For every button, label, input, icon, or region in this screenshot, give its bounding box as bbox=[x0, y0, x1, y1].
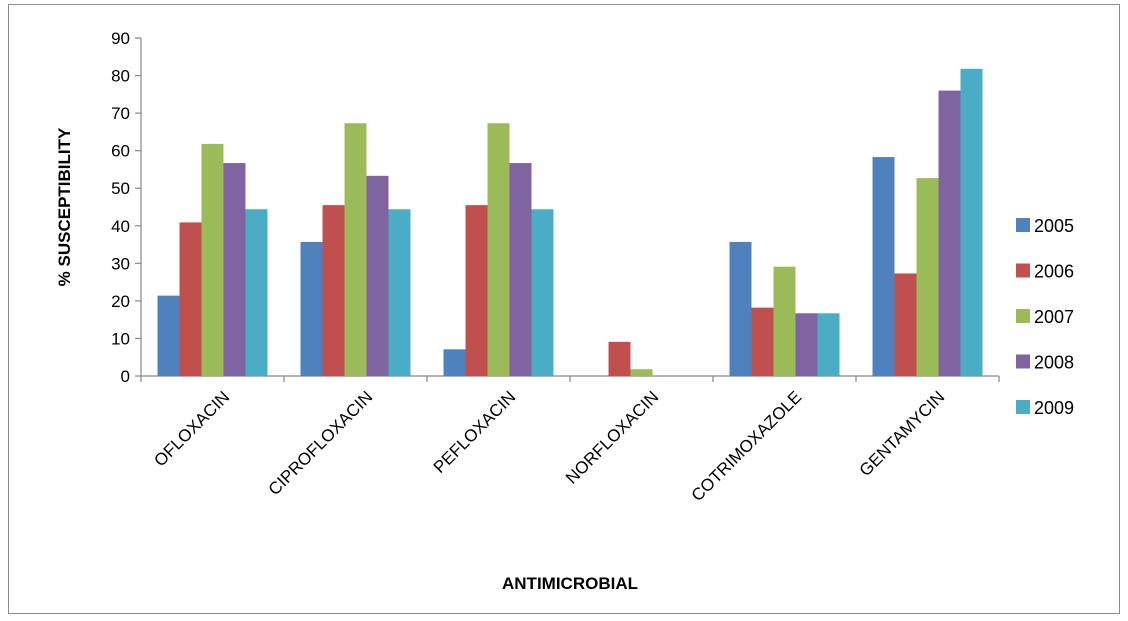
bar-2005-pefloxacin bbox=[443, 349, 466, 376]
bar-2008-pefloxacin bbox=[509, 163, 532, 376]
bar-2006-pefloxacin bbox=[465, 205, 488, 376]
bar-2009-ciprofloxacin bbox=[388, 209, 411, 376]
bar-2008-ciprofloxacin bbox=[366, 175, 389, 376]
bar-2006-ofloxacin bbox=[179, 222, 202, 376]
y-tick-label: 20 bbox=[111, 292, 130, 311]
bar-2005-ciprofloxacin bbox=[300, 241, 323, 376]
bar-2009-pefloxacin bbox=[531, 209, 554, 376]
bar-2005-gentamycin bbox=[872, 157, 895, 376]
bar-2007-ofloxacin bbox=[201, 143, 224, 376]
legend-swatch-2009 bbox=[1016, 400, 1030, 414]
x-axis-title: ANTIMICROBIAL bbox=[502, 574, 638, 593]
y-tick-label: 30 bbox=[111, 254, 130, 273]
y-tick-label: 80 bbox=[111, 67, 130, 86]
legend-swatch-2007 bbox=[1016, 309, 1030, 323]
legend-label-2006: 2006 bbox=[1034, 262, 1074, 282]
legend-swatch-2008 bbox=[1016, 354, 1030, 369]
bar-2006-cotrimoxazole bbox=[751, 307, 774, 376]
legend-swatch-2005 bbox=[1016, 218, 1030, 232]
y-tick-label: 60 bbox=[111, 142, 130, 161]
bar-2007-gentamycin bbox=[916, 178, 939, 376]
x-tick-label: NORFLOXACIN bbox=[562, 387, 662, 487]
bar-2009-gentamycin bbox=[960, 68, 983, 376]
y-tick-label: 0 bbox=[121, 367, 130, 386]
x-tick-label: COTRIMOXAZOLE bbox=[688, 387, 806, 505]
y-tick-label: 40 bbox=[111, 217, 130, 236]
legend-label-2008: 2008 bbox=[1034, 353, 1074, 373]
legend-swatch-2006 bbox=[1016, 263, 1030, 278]
bar-2009-ofloxacin bbox=[245, 209, 268, 376]
bar-2007-cotrimoxazole bbox=[773, 266, 796, 376]
bar-2008-gentamycin bbox=[938, 90, 961, 377]
y-tick-label: 90 bbox=[111, 29, 130, 48]
bar-2006-norfloxacin bbox=[608, 341, 631, 376]
y-tick-label: 50 bbox=[111, 179, 130, 198]
bar-2007-pefloxacin bbox=[487, 123, 510, 376]
legend-label-2009: 2009 bbox=[1034, 398, 1074, 418]
bar-2006-gentamycin bbox=[894, 273, 917, 376]
bar-2005-ofloxacin bbox=[157, 295, 180, 376]
y-tick-label: 10 bbox=[111, 329, 130, 348]
x-tick-label: CIPROFLOXACIN bbox=[265, 387, 377, 499]
bar-2007-ciprofloxacin bbox=[344, 123, 367, 376]
x-tick-label: PEFLOXACIN bbox=[430, 387, 520, 477]
bar-2008-ofloxacin bbox=[223, 163, 246, 376]
x-tick-label: OFLOXACIN bbox=[150, 387, 233, 470]
bar-2008-cotrimoxazole bbox=[795, 313, 818, 376]
bar-2005-cotrimoxazole bbox=[729, 241, 752, 376]
legend-label-2007: 2007 bbox=[1034, 307, 1074, 327]
y-axis-title: % SUSCEPTIBILITY bbox=[55, 127, 74, 286]
bar-2007-norfloxacin bbox=[630, 369, 653, 376]
bar-2009-cotrimoxazole bbox=[817, 313, 840, 376]
bar-2006-ciprofloxacin bbox=[322, 205, 345, 376]
legend-label-2005: 2005 bbox=[1034, 216, 1074, 236]
y-tick-label: 70 bbox=[111, 104, 130, 123]
x-tick-label: GENTAMYCIN bbox=[856, 387, 949, 480]
